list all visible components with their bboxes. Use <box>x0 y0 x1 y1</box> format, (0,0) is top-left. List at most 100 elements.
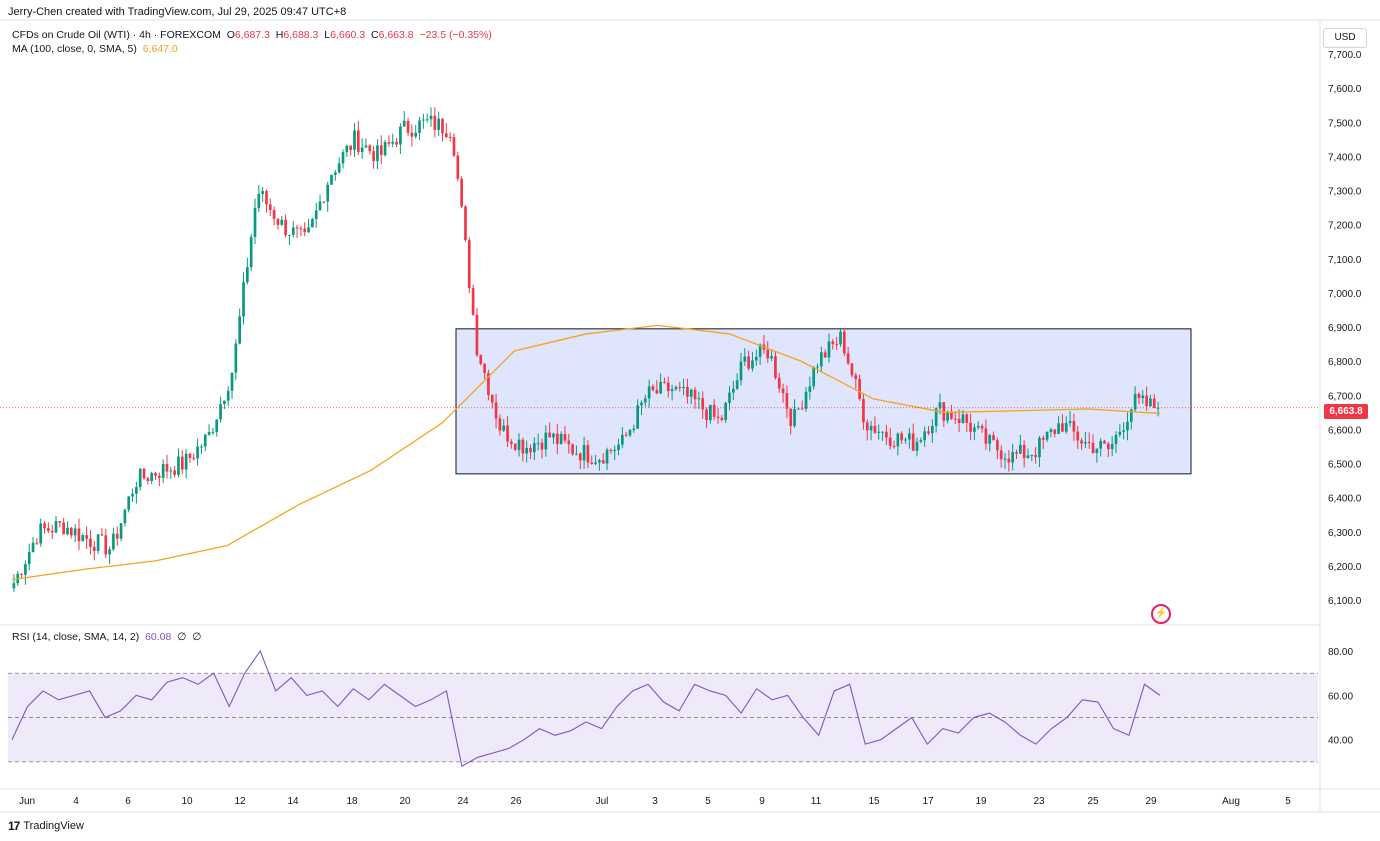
candle-body <box>295 227 299 229</box>
candle-body <box>81 535 85 542</box>
high-value: 6,688.3 <box>283 29 319 41</box>
time-tick-label: 15 <box>868 796 880 807</box>
candle-body <box>43 523 46 529</box>
price-tick-label: 6,900.0 <box>1328 323 1362 334</box>
candle-body <box>820 352 823 367</box>
candle-body <box>858 378 861 400</box>
candle-body <box>219 404 222 420</box>
candle-body <box>1110 443 1114 450</box>
candle-body <box>598 460 601 463</box>
time-tick-label: 14 <box>287 796 299 807</box>
candle-body <box>215 419 219 432</box>
candle-body <box>1041 437 1045 440</box>
candle-body <box>66 527 69 535</box>
candle-body <box>865 422 869 431</box>
candle-body <box>517 439 521 450</box>
time-tick-label: 3 <box>652 796 658 807</box>
price-tick-label: 6,100.0 <box>1328 596 1362 607</box>
candle-body <box>119 523 123 539</box>
candle-body <box>1145 395 1148 407</box>
candle-body <box>135 487 138 494</box>
ma-legend: MA (100, close, 0, SMA, 5) 6,647.0 <box>12 43 178 55</box>
candle-body <box>919 440 923 442</box>
candle-body <box>999 450 1003 460</box>
candle-body <box>349 145 352 150</box>
candle-body <box>973 427 976 432</box>
candle-body <box>911 433 915 451</box>
candle-body <box>165 463 169 472</box>
flash-icon[interactable]: ⚡ <box>1151 604 1171 624</box>
candle-body <box>686 386 689 397</box>
time-tick-label: 29 <box>1145 796 1157 807</box>
candle-body <box>314 210 318 219</box>
candles <box>12 107 1160 592</box>
candle-body <box>1053 429 1057 434</box>
candle-body <box>720 417 724 420</box>
candle-body <box>89 538 92 547</box>
price-tick-label: 7,100.0 <box>1328 255 1362 266</box>
candle-body <box>31 542 35 553</box>
candle-body <box>804 391 808 409</box>
candle-body <box>376 145 379 162</box>
candle-body <box>422 119 425 121</box>
candle-body <box>399 126 402 145</box>
candle-body <box>203 434 207 447</box>
candle-body <box>624 434 628 436</box>
price-tick-label: 6,400.0 <box>1328 494 1362 505</box>
candle-body <box>146 478 150 482</box>
time-tick-label: 25 <box>1087 796 1099 807</box>
candle-body <box>601 460 605 464</box>
price-tick-label: 7,000.0 <box>1328 289 1362 300</box>
candle-body <box>169 470 173 472</box>
candle-body <box>777 377 781 389</box>
candle-body <box>640 402 643 406</box>
candle-body <box>337 163 341 173</box>
candle-body <box>1026 455 1030 458</box>
time-tick-label: 6 <box>125 796 131 807</box>
candle-body <box>1129 409 1133 422</box>
last-price-tag: 6,663.8 <box>1324 404 1368 419</box>
candle-body <box>1018 444 1022 454</box>
candle-body <box>322 201 326 203</box>
candle-body <box>617 444 620 451</box>
candle-body <box>655 390 659 394</box>
candle-body <box>544 432 548 450</box>
candle-body <box>330 174 333 185</box>
candle-body <box>425 119 429 121</box>
candle-body <box>1156 407 1160 409</box>
price-tick-label: 7,200.0 <box>1328 221 1362 232</box>
tradingview-logo[interactable]: 17 TradingView <box>8 819 84 833</box>
candle-body <box>47 528 50 531</box>
candle-body <box>1126 421 1129 431</box>
time-tick-label: 5 <box>1285 796 1291 807</box>
rsi-legend: RSI (14, close, SMA, 14, 2) 60.08 ∅ ∅ <box>12 631 201 643</box>
candle-body <box>127 496 131 510</box>
candle-body <box>976 425 980 428</box>
time-tick-label: Jul <box>596 796 609 807</box>
ma-label: MA (100, close, 0, SMA, 5) <box>12 43 137 55</box>
candle-body <box>261 191 264 194</box>
time-tick-label: 10 <box>181 796 193 807</box>
candle-body <box>268 204 272 211</box>
candle-body <box>24 564 27 575</box>
candle-body <box>487 372 490 396</box>
candle-body <box>402 120 406 127</box>
candle-body <box>873 425 877 433</box>
candle-body <box>1076 431 1080 441</box>
candle-body <box>230 372 234 391</box>
candle-body <box>800 408 804 410</box>
candle-body <box>869 425 873 431</box>
candle-body <box>410 132 414 137</box>
candle-body <box>288 234 291 236</box>
candle-body <box>896 433 900 447</box>
rsi-value: 60.08 <box>145 631 172 643</box>
candle-body <box>728 392 731 403</box>
price-tick-label: 6,200.0 <box>1328 562 1362 573</box>
currency-button[interactable]: USD <box>1323 28 1367 48</box>
candle-body <box>1084 442 1087 444</box>
candle-body <box>766 349 770 359</box>
candle-body <box>559 434 563 445</box>
candle-body <box>418 120 421 133</box>
symbol-legend: CFDs on Crude Oil (WTI) · 4h · FOREXCOM … <box>12 29 492 41</box>
